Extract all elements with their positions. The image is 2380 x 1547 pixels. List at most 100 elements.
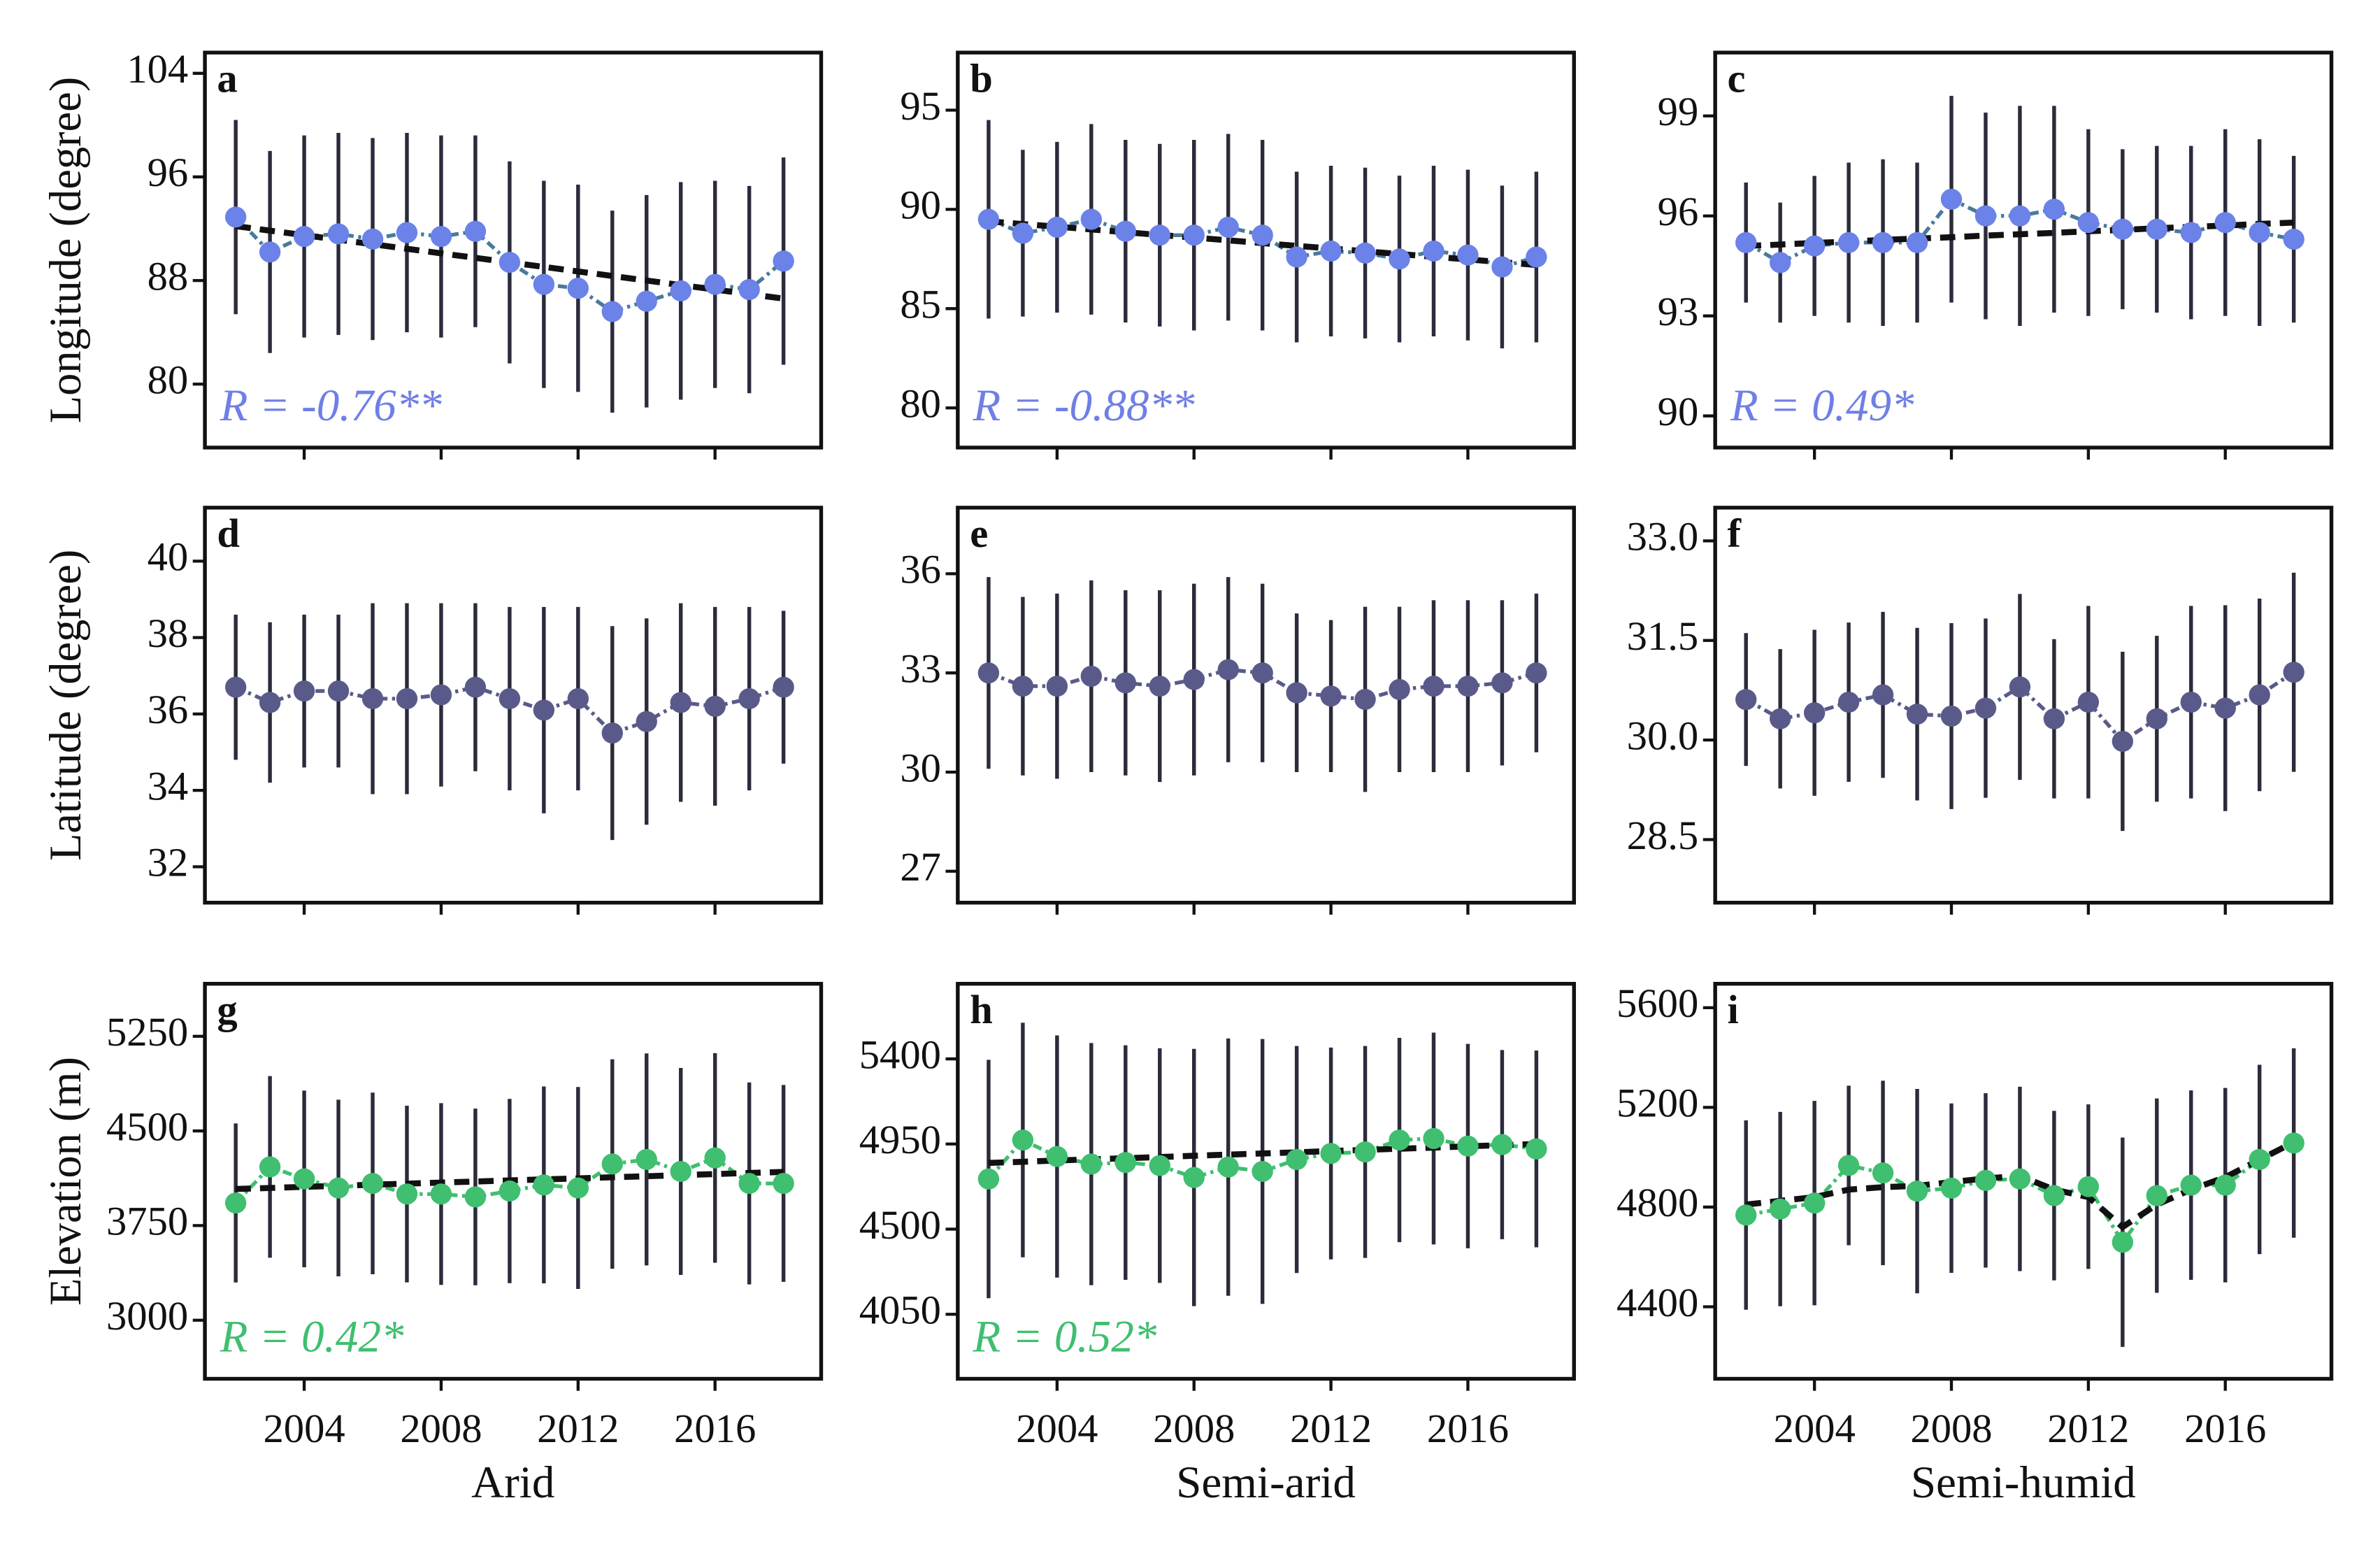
y-tick-label: 4500 bbox=[859, 1202, 941, 1248]
y-tick-label: 5250 bbox=[106, 1009, 188, 1055]
point bbox=[1735, 689, 1757, 711]
point bbox=[430, 684, 452, 706]
panel-label: i bbox=[1728, 987, 1739, 1032]
x-tick-label: 2008 bbox=[1153, 1406, 1235, 1451]
panel-label: f bbox=[1728, 511, 1742, 556]
point bbox=[499, 252, 521, 273]
point bbox=[1217, 1156, 1239, 1178]
point bbox=[1872, 231, 1894, 253]
point bbox=[1354, 242, 1376, 264]
point bbox=[1803, 702, 1826, 724]
point bbox=[2180, 1174, 2202, 1196]
y-axis-label: Longitude (degree) bbox=[40, 77, 90, 423]
x-axis-label: Arid bbox=[471, 1457, 554, 1508]
point bbox=[1114, 672, 1136, 694]
point bbox=[2043, 1185, 2065, 1206]
point bbox=[1114, 220, 1136, 242]
y-tick-label: 104 bbox=[127, 46, 188, 92]
point bbox=[1491, 1134, 1513, 1155]
point bbox=[567, 1177, 589, 1199]
point bbox=[1320, 1143, 1342, 1164]
point bbox=[499, 1180, 521, 1202]
point bbox=[1389, 678, 1410, 700]
point bbox=[1526, 662, 1547, 684]
point bbox=[1252, 224, 1273, 246]
x-tick-label: 2012 bbox=[537, 1406, 619, 1451]
point bbox=[1012, 676, 1034, 697]
point bbox=[773, 676, 794, 698]
point bbox=[327, 680, 350, 702]
annotation: R = 0.52* bbox=[973, 1312, 1157, 1362]
point bbox=[1872, 1162, 1894, 1184]
point bbox=[2146, 218, 2167, 240]
point bbox=[1735, 1204, 1757, 1226]
point bbox=[1803, 1192, 1826, 1214]
point bbox=[1906, 231, 1928, 253]
point bbox=[773, 1173, 794, 1195]
point bbox=[1457, 244, 1479, 266]
x-tick-label: 2004 bbox=[1016, 1406, 1098, 1451]
point bbox=[361, 228, 384, 250]
panel-label: h bbox=[970, 987, 993, 1032]
point bbox=[1286, 682, 1307, 704]
y-tick-label: 90 bbox=[1658, 389, 1699, 434]
point bbox=[1769, 708, 1791, 729]
point bbox=[1080, 665, 1103, 687]
point bbox=[1389, 248, 1410, 270]
point bbox=[327, 1177, 350, 1199]
y-tick-label: 80 bbox=[148, 357, 189, 403]
point bbox=[533, 1174, 555, 1196]
point bbox=[259, 1156, 281, 1178]
point bbox=[224, 676, 247, 698]
point bbox=[704, 695, 726, 717]
point bbox=[1149, 1155, 1170, 1176]
y-tick-label: 88 bbox=[148, 254, 189, 299]
y-tick-label: 96 bbox=[1658, 189, 1699, 234]
panel-label: e bbox=[970, 511, 988, 556]
y-tick-label: 93 bbox=[1658, 289, 1699, 334]
panel-label: g bbox=[217, 987, 237, 1032]
x-tick-label: 2016 bbox=[1427, 1406, 1509, 1451]
point bbox=[1491, 672, 1513, 694]
point bbox=[1940, 188, 1963, 210]
point bbox=[977, 208, 1000, 230]
point bbox=[2146, 708, 2167, 729]
point bbox=[670, 1160, 691, 1183]
point bbox=[1872, 684, 1894, 706]
point bbox=[1735, 231, 1757, 253]
point bbox=[1354, 1141, 1376, 1163]
panel-label: c bbox=[1728, 56, 1746, 101]
point bbox=[2009, 1168, 2031, 1190]
point bbox=[293, 226, 315, 248]
point bbox=[1974, 1169, 1997, 1191]
y-tick-label: 3750 bbox=[106, 1199, 188, 1244]
point bbox=[2112, 730, 2134, 753]
point bbox=[1012, 1129, 1034, 1151]
y-tick-label: 4800 bbox=[1616, 1181, 1698, 1226]
panel-frame bbox=[203, 981, 824, 1381]
y-axis-label: Elevation (m) bbox=[40, 1057, 90, 1306]
point bbox=[2112, 1232, 2134, 1253]
point bbox=[533, 273, 555, 295]
trend-line bbox=[988, 1141, 1537, 1167]
point bbox=[464, 676, 487, 698]
point bbox=[1149, 224, 1170, 246]
x-axis-label: Semi-humid bbox=[1911, 1457, 2136, 1508]
point bbox=[1974, 697, 1997, 719]
panel-frame bbox=[956, 981, 1576, 1381]
point bbox=[430, 226, 452, 248]
panel-frame bbox=[1713, 50, 2334, 450]
y-tick-label: 90 bbox=[900, 183, 941, 228]
y-tick-label: 5600 bbox=[1616, 981, 1698, 1026]
point bbox=[601, 722, 623, 744]
point bbox=[2283, 1132, 2304, 1154]
y-tick-label: 34 bbox=[148, 764, 189, 809]
annotation: R = 0.49* bbox=[1730, 380, 1914, 431]
x-tick-label: 2008 bbox=[400, 1406, 482, 1451]
point bbox=[670, 692, 691, 713]
point bbox=[601, 301, 623, 322]
y-tick-label: 33.0 bbox=[1627, 514, 1699, 559]
point bbox=[1491, 256, 1513, 278]
point bbox=[533, 699, 555, 721]
